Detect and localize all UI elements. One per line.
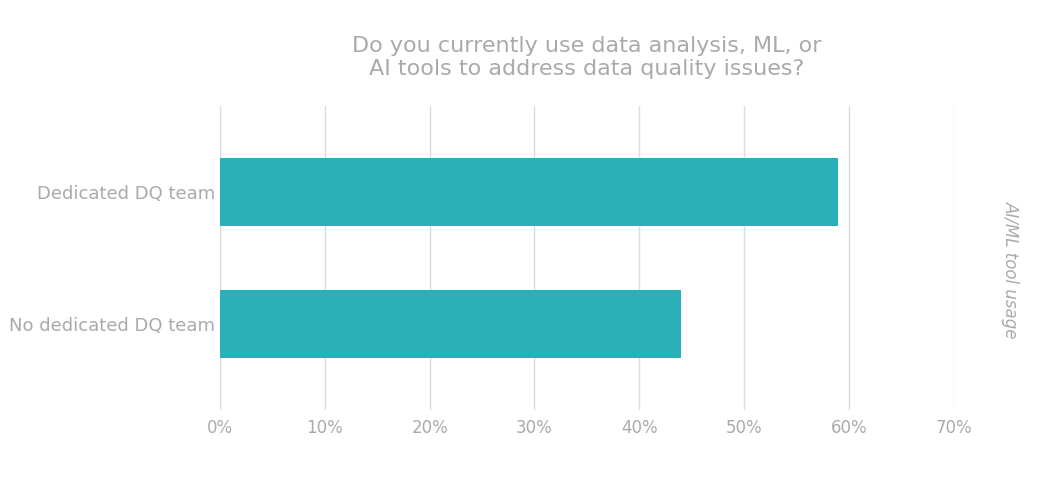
Title: Do you currently use data analysis, ML, or
AI tools to address data quality issu: Do you currently use data analysis, ML, … [352, 36, 822, 80]
Text: AI/ML tool usage: AI/ML tool usage [1002, 201, 1021, 339]
Bar [220, 290, 681, 358]
Bar [220, 158, 838, 226]
